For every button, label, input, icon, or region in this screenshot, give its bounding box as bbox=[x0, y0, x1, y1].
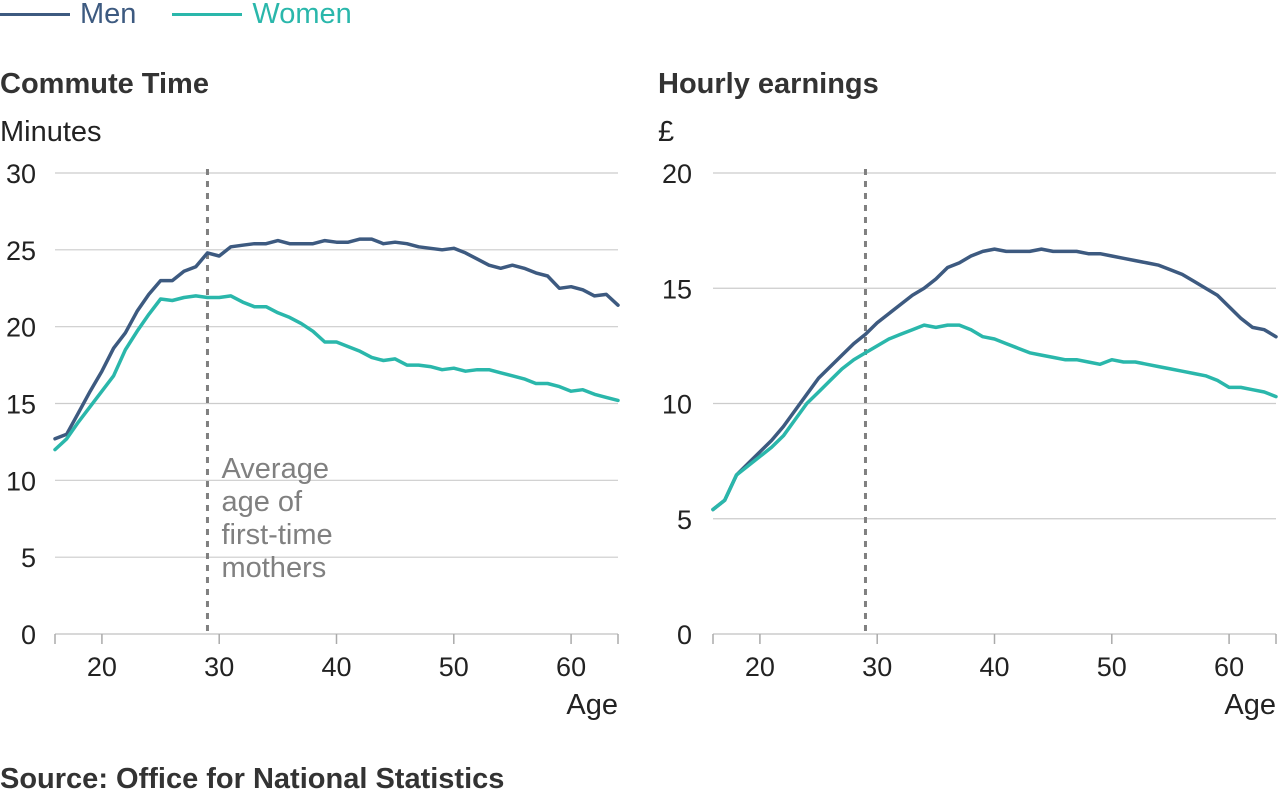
marker-annotation-line: mothers bbox=[221, 552, 326, 584]
y-tick-label: 0 bbox=[677, 620, 692, 650]
x-axis-label: Age bbox=[1224, 689, 1276, 721]
x-tick-label: 60 bbox=[1214, 652, 1244, 682]
marker-annotation-line: age of bbox=[221, 486, 303, 518]
legend-item-men: Men bbox=[0, 0, 137, 30]
legend-swatch-men bbox=[0, 12, 70, 16]
x-tick-label: 20 bbox=[745, 652, 775, 682]
x-axis-label: Age bbox=[566, 689, 618, 721]
marker-annotation-line: first-time bbox=[221, 519, 332, 551]
y-tick-label: 15 bbox=[6, 390, 36, 420]
y-tick-label: 5 bbox=[21, 543, 36, 573]
y-axis-unit: Minutes bbox=[0, 116, 102, 148]
chart-title: Commute Time bbox=[0, 68, 209, 100]
legend-label-women: Women bbox=[252, 0, 352, 30]
y-tick-label: 15 bbox=[662, 274, 692, 304]
y-tick-label: 20 bbox=[662, 159, 692, 189]
x-tick-label: 30 bbox=[862, 652, 892, 682]
y-tick-label: 5 bbox=[677, 505, 692, 535]
x-tick-label: 20 bbox=[87, 652, 117, 682]
source-note: Source: Office for National Statistics bbox=[0, 763, 505, 795]
series-line-men bbox=[53, 237, 620, 441]
series-line-men bbox=[711, 247, 1278, 512]
y-tick-label: 25 bbox=[6, 236, 36, 266]
x-tick-label: 50 bbox=[439, 652, 469, 682]
y-tick-label: 20 bbox=[6, 313, 36, 343]
hourly-earnings-plot: 0 5 10 15 20 20 30 40 50 60 Age bbox=[662, 159, 1278, 721]
x-tick-label: 40 bbox=[321, 652, 351, 682]
y-tick-label: 0 bbox=[21, 620, 36, 650]
commute-time-chart: Commute Time Minutes 0 5 10 15 20 25 30 20 30 40 5… bbox=[0, 64, 620, 724]
legend-item-women: Women bbox=[172, 0, 352, 30]
y-tick-label: 30 bbox=[6, 159, 36, 189]
x-tick-label: 40 bbox=[979, 652, 1009, 682]
x-tick-label: 30 bbox=[204, 652, 234, 682]
y-tick-label: 10 bbox=[6, 466, 36, 496]
hourly-earnings-chart: Hourly earnings £ 0 5 10 15 20 20 30 40 50 60 Age bbox=[658, 64, 1278, 724]
series-line-women bbox=[53, 294, 620, 452]
x-tick-label: 50 bbox=[1097, 652, 1127, 682]
y-tick-label: 10 bbox=[662, 390, 692, 420]
y-axis-unit: £ bbox=[658, 116, 675, 148]
legend-swatch-women bbox=[172, 12, 243, 16]
legend-label-men: Men bbox=[80, 0, 137, 30]
marker-annotation-line: Average bbox=[221, 453, 329, 485]
series-line-women bbox=[711, 323, 1278, 512]
x-tick-label: 60 bbox=[556, 652, 586, 682]
chart-title: Hourly earnings bbox=[658, 68, 879, 100]
legend: Men Women bbox=[0, 0, 388, 30]
